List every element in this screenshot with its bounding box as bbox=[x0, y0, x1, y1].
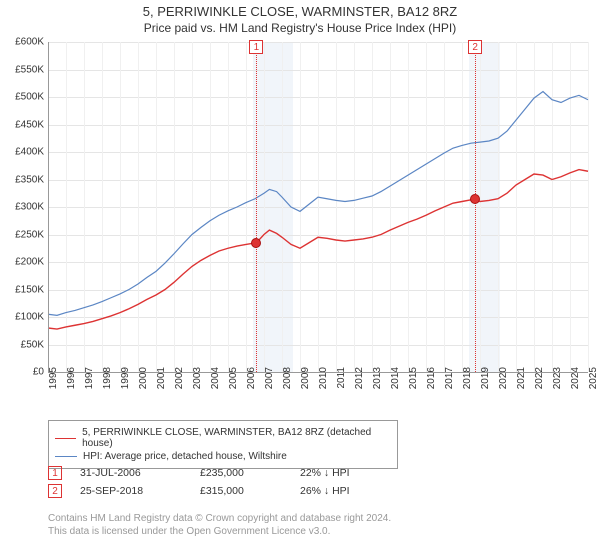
x-tick-label: 2002 bbox=[174, 367, 185, 389]
page: 5, PERRIWINKLE CLOSE, WARMINSTER, BA12 8… bbox=[0, 0, 600, 560]
x-axis bbox=[48, 372, 588, 373]
sale-date: 31-JUL-2006 bbox=[80, 467, 200, 479]
y-tick-label: £500K bbox=[15, 92, 48, 103]
title-block: 5, PERRIWINKLE CLOSE, WARMINSTER, BA12 8… bbox=[0, 0, 600, 35]
x-tick-label: 2020 bbox=[498, 367, 509, 389]
plot-area: £0£50K£100K£150K£200K£250K£300K£350K£400… bbox=[48, 42, 588, 372]
x-tick-label: 2024 bbox=[570, 367, 581, 389]
sale-price: £315,000 bbox=[200, 485, 300, 497]
footer-line1: Contains HM Land Registry data © Crown c… bbox=[48, 512, 391, 525]
x-tick-label: 2007 bbox=[264, 367, 275, 389]
x-tick-label: 2005 bbox=[228, 367, 239, 389]
sale-pct: 22% ↓ HPI bbox=[300, 467, 390, 479]
x-tick-label: 2022 bbox=[534, 367, 545, 389]
x-tick-label: 2004 bbox=[210, 367, 221, 389]
x-tick-label: 2008 bbox=[282, 367, 293, 389]
gridline-v bbox=[588, 42, 589, 372]
sales-table: 1 31-JUL-2006 £235,000 22% ↓ HPI 2 25-SE… bbox=[48, 462, 390, 502]
sale-marker-line bbox=[256, 42, 257, 372]
sale-marker-dot bbox=[251, 238, 261, 248]
x-tick-label: 2016 bbox=[426, 367, 437, 389]
page-title-line1: 5, PERRIWINKLE CLOSE, WARMINSTER, BA12 8… bbox=[0, 4, 600, 19]
footer: Contains HM Land Registry data © Crown c… bbox=[48, 512, 391, 538]
sale-date: 25-SEP-2018 bbox=[80, 485, 200, 497]
x-tick-label: 2010 bbox=[318, 367, 329, 389]
legend-label: HPI: Average price, detached house, Wilt… bbox=[83, 451, 287, 462]
sale-marker-box: 1 bbox=[249, 40, 263, 54]
y-tick-label: £200K bbox=[15, 257, 48, 268]
chart: £0£50K£100K£150K£200K£250K£300K£350K£400… bbox=[48, 42, 588, 372]
x-tick-label: 2017 bbox=[444, 367, 455, 389]
y-tick-label: £150K bbox=[15, 284, 48, 295]
y-tick-label: £300K bbox=[15, 202, 48, 213]
x-tick-label: 2015 bbox=[408, 367, 419, 389]
legend-swatch bbox=[55, 456, 77, 457]
page-title-line2: Price paid vs. HM Land Registry's House … bbox=[0, 21, 600, 35]
x-tick-label: 2006 bbox=[246, 367, 257, 389]
x-tick-label: 1997 bbox=[84, 367, 95, 389]
x-tick-label: 1996 bbox=[66, 367, 77, 389]
x-tick-label: 2023 bbox=[552, 367, 563, 389]
legend-swatch bbox=[55, 438, 76, 439]
y-tick-label: £550K bbox=[15, 64, 48, 75]
sale-row: 2 25-SEP-2018 £315,000 26% ↓ HPI bbox=[48, 484, 390, 498]
y-tick-label: £100K bbox=[15, 312, 48, 323]
y-tick-label: £250K bbox=[15, 229, 48, 240]
sale-marker-line bbox=[475, 42, 476, 372]
series-line bbox=[48, 92, 588, 316]
x-tick-label: 2003 bbox=[192, 367, 203, 389]
line-series-svg bbox=[48, 42, 588, 372]
x-tick-label: 2009 bbox=[300, 367, 311, 389]
x-tick-label: 1998 bbox=[102, 367, 113, 389]
x-tick-label: 2012 bbox=[354, 367, 365, 389]
sale-marker-box: 2 bbox=[468, 40, 482, 54]
series-line bbox=[48, 170, 588, 330]
x-tick-label: 2019 bbox=[480, 367, 491, 389]
y-tick-label: £350K bbox=[15, 174, 48, 185]
sale-pct: 26% ↓ HPI bbox=[300, 485, 390, 497]
x-tick-label: 2025 bbox=[588, 367, 599, 389]
x-tick-label: 2021 bbox=[516, 367, 527, 389]
y-tick-label: £400K bbox=[15, 147, 48, 158]
legend-label: 5, PERRIWINKLE CLOSE, WARMINSTER, BA12 8… bbox=[82, 427, 391, 449]
x-tick-label: 2011 bbox=[336, 367, 347, 389]
sale-index-box: 1 bbox=[48, 466, 62, 480]
y-tick-label: £0 bbox=[33, 367, 48, 378]
x-tick-label: 1995 bbox=[48, 367, 59, 389]
footer-line2: This data is licensed under the Open Gov… bbox=[48, 525, 391, 538]
sale-row: 1 31-JUL-2006 £235,000 22% ↓ HPI bbox=[48, 466, 390, 480]
x-tick-label: 2001 bbox=[156, 367, 167, 389]
x-tick-label: 2000 bbox=[138, 367, 149, 389]
y-tick-label: £50K bbox=[21, 339, 48, 350]
x-tick-label: 2018 bbox=[462, 367, 473, 389]
y-tick-label: £450K bbox=[15, 119, 48, 130]
legend-item: 5, PERRIWINKLE CLOSE, WARMINSTER, BA12 8… bbox=[55, 427, 391, 449]
y-tick-label: £600K bbox=[15, 37, 48, 48]
y-axis bbox=[48, 42, 49, 372]
legend-item: HPI: Average price, detached house, Wilt… bbox=[55, 451, 391, 462]
x-tick-label: 2014 bbox=[390, 367, 401, 389]
sale-index-box: 2 bbox=[48, 484, 62, 498]
sale-price: £235,000 bbox=[200, 467, 300, 479]
sale-marker-dot bbox=[470, 194, 480, 204]
x-tick-label: 1999 bbox=[120, 367, 131, 389]
x-tick-label: 2013 bbox=[372, 367, 383, 389]
